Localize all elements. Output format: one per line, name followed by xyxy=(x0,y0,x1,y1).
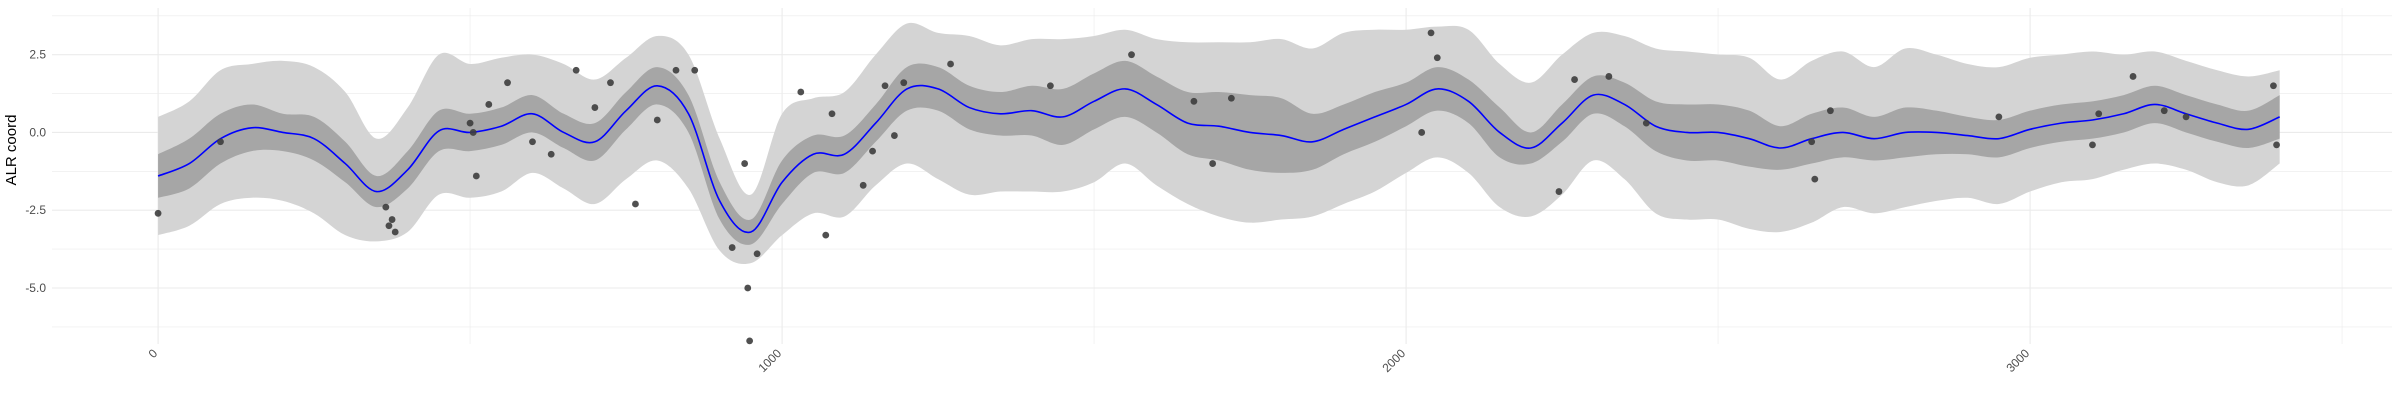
data-point-30 xyxy=(881,82,889,90)
data-point-40 xyxy=(1427,29,1435,37)
data-point-25 xyxy=(797,88,805,96)
data-point-34 xyxy=(1047,82,1054,90)
data-point-37 xyxy=(1209,160,1217,167)
y-tick-label-1: 0.0 xyxy=(29,125,46,139)
data-point-38 xyxy=(1227,94,1235,102)
data-point-28 xyxy=(859,181,867,189)
data-point-41 xyxy=(1433,54,1441,62)
data-point-12 xyxy=(547,150,555,158)
data-point-26 xyxy=(822,231,830,239)
data-point-3 xyxy=(385,222,393,230)
data-point-31 xyxy=(891,132,898,139)
data-point-24 xyxy=(753,250,761,258)
data-point-6 xyxy=(466,119,474,127)
data-point-49 xyxy=(1995,113,2003,121)
data-point-19 xyxy=(691,66,699,74)
data-point-51 xyxy=(2095,110,2103,118)
observation-points xyxy=(154,29,2280,345)
data-point-16 xyxy=(632,200,639,208)
data-point-0 xyxy=(154,209,162,217)
data-point-43 xyxy=(1571,76,1578,83)
data-point-14 xyxy=(591,104,599,111)
data-point-45 xyxy=(1642,119,1650,127)
y-axis-ticks: 2.5 0.0 -2.5 -5.0 xyxy=(25,48,46,295)
data-point-27 xyxy=(828,110,836,118)
data-point-53 xyxy=(2160,107,2168,115)
data-point-36 xyxy=(1190,97,1198,105)
data-point-4 xyxy=(388,216,396,223)
data-point-44 xyxy=(1605,73,1613,80)
data-point-56 xyxy=(2273,141,2280,149)
x-tick-label-1: 1000 xyxy=(755,346,784,375)
data-point-39 xyxy=(1418,129,1426,136)
y-axis-title: ALR coord xyxy=(3,115,20,186)
data-point-17 xyxy=(653,116,661,124)
data-point-8 xyxy=(472,172,480,180)
data-point-48 xyxy=(1827,107,1834,115)
y-tick-label-3: -5.0 xyxy=(25,281,46,295)
x-tick-label-0: 0 xyxy=(146,346,161,361)
data-point-10 xyxy=(504,79,511,87)
data-point-5 xyxy=(391,228,399,236)
x-tick-label-3: 3000 xyxy=(2003,346,2032,375)
data-point-15 xyxy=(607,79,614,87)
data-point-7 xyxy=(469,129,477,136)
data-point-47 xyxy=(1811,175,1819,183)
mean-curve-line xyxy=(157,84,2280,234)
data-point-55 xyxy=(2270,82,2277,90)
data-point-33 xyxy=(947,60,954,68)
data-point-23 xyxy=(746,337,754,345)
x-axis-ticks: 0 1000 2000 3000 xyxy=(146,346,2033,375)
data-point-22 xyxy=(744,284,752,292)
y-tick-label-2: -2.5 xyxy=(25,203,46,217)
data-point-54 xyxy=(2182,113,2190,121)
x-tick-label-2: 2000 xyxy=(1379,346,1408,375)
data-point-32 xyxy=(900,79,908,87)
inner-confidence-band xyxy=(158,60,2280,245)
data-point-1 xyxy=(217,138,224,146)
data-point-20 xyxy=(728,244,736,251)
data-point-50 xyxy=(2089,141,2096,149)
y-tick-label-0: 2.5 xyxy=(29,48,46,62)
data-point-11 xyxy=(529,138,536,146)
data-point-2 xyxy=(382,203,390,211)
data-point-46 xyxy=(1808,138,1816,146)
data-point-18 xyxy=(672,66,680,74)
data-point-29 xyxy=(869,147,876,155)
data-point-9 xyxy=(485,101,493,108)
data-point-52 xyxy=(2129,73,2137,80)
data-point-42 xyxy=(1555,188,1563,195)
data-point-35 xyxy=(1128,51,1135,59)
data-point-21 xyxy=(741,160,749,167)
data-point-13 xyxy=(572,66,580,74)
